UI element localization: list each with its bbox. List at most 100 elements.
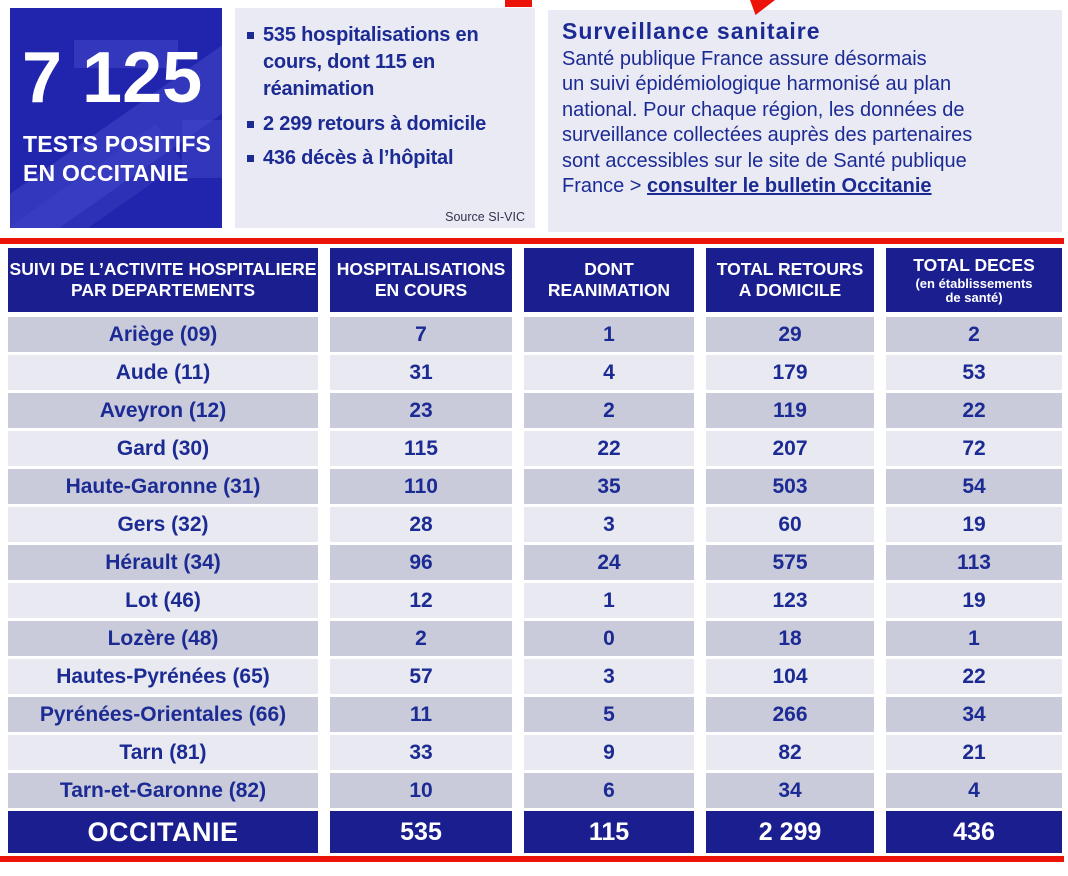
cell-rea: 4: [524, 355, 694, 390]
cell-dept: Tarn-et-Garonne (82): [8, 773, 318, 808]
col-header-hospitalisations: HOSPITALISATIONS EN COURS: [330, 248, 512, 312]
total-rea: 115: [524, 811, 694, 853]
cell-rea: 1: [524, 583, 694, 618]
arrow-motif-square: [182, 120, 222, 178]
cell-deaths: 1: [886, 621, 1062, 656]
cell-deaths: 22: [886, 659, 1062, 694]
cell-deaths: 113: [886, 545, 1062, 580]
key-figures-panel: 535 hospitalisations en cours, dont 115 …: [235, 8, 535, 228]
cell-home: 18: [706, 621, 874, 656]
cell-hosp: 33: [330, 735, 512, 770]
list-item: 436 décès à l’hôpital: [247, 145, 529, 172]
cell-dept: Tarn (81): [8, 735, 318, 770]
cell-dept: Hérault (34): [8, 545, 318, 580]
cell-hosp: 96: [330, 545, 512, 580]
cell-deaths: 53: [886, 355, 1062, 390]
cell-rea: 3: [524, 507, 694, 542]
total-dept: OCCITANIE: [8, 811, 318, 853]
cell-home: 503: [706, 469, 874, 504]
cell-dept: Pyrénées-Orientales (66): [8, 697, 318, 732]
cell-deaths: 72: [886, 431, 1062, 466]
positive-tests-label: TESTS POSITIFS EN OCCITANIE: [23, 131, 212, 187]
cell-deaths: 21: [886, 735, 1062, 770]
cell-dept: Haute-Garonne (31): [8, 469, 318, 504]
list-item: 535 hospitalisations en cours, dont 115 …: [247, 22, 529, 104]
cell-home: 266: [706, 697, 874, 732]
cell-home: 119: [706, 393, 874, 428]
red-divider-top: [0, 238, 1064, 244]
total-hosp: 535: [330, 811, 512, 853]
total-deaths: 436: [886, 811, 1062, 853]
cell-home: 179: [706, 355, 874, 390]
cell-deaths: 4: [886, 773, 1062, 808]
cell-hosp: 10: [330, 773, 512, 808]
cell-hosp: 12: [330, 583, 512, 618]
cell-rea: 1: [524, 317, 694, 352]
cell-rea: 5: [524, 697, 694, 732]
cell-home: 29: [706, 317, 874, 352]
cell-dept: Gard (30): [8, 431, 318, 466]
cell-rea: 6: [524, 773, 694, 808]
cell-hosp: 28: [330, 507, 512, 542]
col-header-reanimation: DONT REANIMATION: [524, 248, 694, 312]
cell-deaths: 19: [886, 583, 1062, 618]
hospitalisations-bullet: 535 hospitalisations en cours, dont 115 …: [263, 24, 479, 101]
cell-rea: 0: [524, 621, 694, 656]
cell-home: 207: [706, 431, 874, 466]
red-marker-rect: [505, 0, 532, 7]
cell-home: 123: [706, 583, 874, 618]
cell-rea: 3: [524, 659, 694, 694]
cell-dept: Aveyron (12): [8, 393, 318, 428]
hospital-activity-table: SUIVI DE L’ACTIVITE HOSPITALIERE PAR DEP…: [8, 248, 1062, 853]
cell-hosp: 31: [330, 355, 512, 390]
bullet-square-icon: [247, 32, 254, 39]
cell-hosp: 23: [330, 393, 512, 428]
cell-hosp: 7: [330, 317, 512, 352]
table-total-row: OCCITANIE 535 115 2 299 436: [8, 811, 1062, 853]
col-header-deces-main: TOTAL DECES: [913, 254, 1035, 275]
retours-domicile-bullet: 2 299 retours à domicile: [263, 112, 487, 135]
cell-rea: 22: [524, 431, 694, 466]
col-header-deces-sub: (en établissements de santé): [915, 275, 1033, 305]
cell-dept: Aude (11): [8, 355, 318, 390]
cell-hosp: 2: [330, 621, 512, 656]
cell-rea: 9: [524, 735, 694, 770]
positive-tests-value: 7 125: [22, 38, 203, 118]
cell-deaths: 22: [886, 393, 1062, 428]
cell-home: 60: [706, 507, 874, 542]
surveillance-body-text: Santé publique France assure désormais u…: [562, 48, 973, 197]
cell-home: 34: [706, 773, 874, 808]
deces-bullet: 436 décès à l’hôpital: [263, 146, 454, 169]
table-header-row: SUIVI DE L’ACTIVITE HOSPITALIERE PAR DEP…: [8, 248, 1062, 312]
cell-home: 104: [706, 659, 874, 694]
cell-dept: Hautes-Pyrénées (65): [8, 659, 318, 694]
col-header-departements: SUIVI DE L’ACTIVITE HOSPITALIERE PAR DEP…: [8, 248, 318, 312]
cell-dept: Gers (32): [8, 507, 318, 542]
source-note: Source SI-VIC: [445, 210, 525, 224]
surveillance-panel: Surveillance sanitaire Santé publique Fr…: [548, 10, 1062, 232]
cell-deaths: 2: [886, 317, 1062, 352]
cell-deaths: 54: [886, 469, 1062, 504]
bullet-square-icon: [247, 120, 254, 128]
cell-hosp: 57: [330, 659, 512, 694]
total-home: 2 299: [706, 811, 874, 853]
positive-tests-panel: 7 125 TESTS POSITIFS EN OCCITANIE: [10, 8, 222, 228]
cell-home: 575: [706, 545, 874, 580]
table-body: Ariège (09) 7 1 29 2 Aude (11) 31 4 179 …: [8, 317, 1062, 808]
cell-hosp: 11: [330, 697, 512, 732]
cell-deaths: 34: [886, 697, 1062, 732]
arrow-motif-top: [74, 40, 178, 68]
cell-dept: Lozère (48): [8, 621, 318, 656]
cell-hosp: 110: [330, 469, 512, 504]
cell-hosp: 115: [330, 431, 512, 466]
list-item: 2 299 retours à domicile: [247, 111, 529, 138]
cell-deaths: 19: [886, 507, 1062, 542]
bulletin-occitanie-link[interactable]: consulter le bulletin Occitanie: [647, 174, 932, 197]
bullet-square-icon: [247, 154, 254, 162]
cell-rea: 35: [524, 469, 694, 504]
cell-dept: Lot (46): [8, 583, 318, 618]
red-divider-bottom: [0, 856, 1064, 862]
surveillance-body: Santé publique France assure désormais u…: [562, 47, 1048, 199]
cell-rea: 2: [524, 393, 694, 428]
